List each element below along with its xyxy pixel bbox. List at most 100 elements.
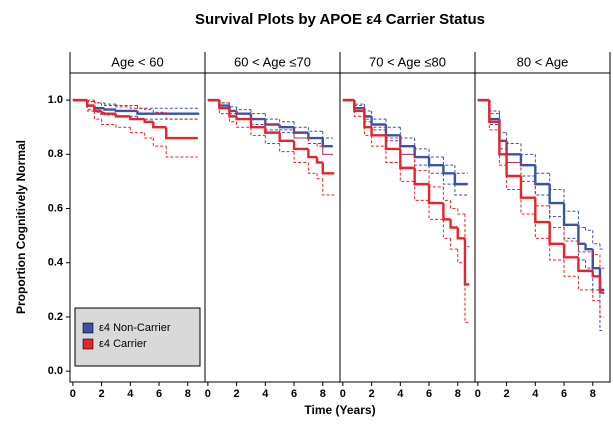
survival-step bbox=[249, 113, 266, 121]
x-tick-label: 4 bbox=[262, 388, 269, 400]
y-axis-label: Proportion Cognitively Normal bbox=[14, 140, 28, 314]
ci-step bbox=[428, 165, 444, 174]
ci-step bbox=[371, 135, 386, 147]
x-tick-label: 0 bbox=[205, 388, 211, 400]
ci-step bbox=[488, 100, 500, 131]
panel-title: 70 < Age ≤80 bbox=[369, 54, 446, 69]
survival-step bbox=[249, 119, 266, 129]
ci-step bbox=[442, 186, 451, 201]
ci-step bbox=[385, 119, 401, 128]
ci-step bbox=[115, 104, 138, 107]
ci-step bbox=[103, 102, 116, 105]
survival-step bbox=[399, 148, 415, 170]
ci-step bbox=[279, 124, 295, 131]
ci-step bbox=[293, 129, 309, 139]
survival-step bbox=[264, 119, 280, 126]
ci-step bbox=[506, 140, 521, 163]
ci-step bbox=[101, 102, 116, 107]
survival-step bbox=[534, 165, 550, 186]
ci-step bbox=[307, 138, 318, 144]
ci-step bbox=[293, 151, 309, 163]
ci-step bbox=[454, 165, 468, 174]
ci-step bbox=[137, 105, 200, 109]
ci-step bbox=[520, 162, 536, 182]
ci-step bbox=[414, 181, 430, 201]
ci-step bbox=[563, 189, 579, 212]
x-tick-label: 0 bbox=[70, 388, 76, 400]
ci-step bbox=[307, 162, 318, 174]
ci-step bbox=[414, 138, 430, 150]
survival-step bbox=[292, 140, 309, 151]
survival-step bbox=[353, 100, 365, 113]
survival-step bbox=[278, 132, 295, 142]
survival-step bbox=[235, 116, 251, 121]
survival-step bbox=[584, 243, 593, 251]
ci-step bbox=[152, 109, 167, 113]
survival-step bbox=[399, 135, 415, 148]
ci-step bbox=[322, 146, 335, 155]
survival-step bbox=[384, 135, 401, 151]
ci-step bbox=[457, 208, 465, 215]
legend-label: ε4 Carrier bbox=[99, 338, 147, 350]
survival-step bbox=[413, 146, 430, 159]
ci-step bbox=[563, 260, 579, 277]
survival-step bbox=[591, 249, 600, 270]
survival-step bbox=[591, 270, 600, 278]
survival-step bbox=[442, 203, 451, 221]
ci-step bbox=[101, 119, 116, 125]
y-tick-label: 0.6 bbox=[48, 202, 63, 214]
ci-step bbox=[144, 108, 154, 111]
survival-step bbox=[449, 219, 458, 229]
ci-step bbox=[399, 127, 415, 139]
survival-step bbox=[548, 184, 565, 205]
survival-step bbox=[307, 132, 323, 140]
figure-title: Survival Plots by APOE ε4 Carrier Status bbox=[195, 11, 485, 28]
legend-swatch bbox=[82, 338, 94, 350]
survival-step bbox=[577, 257, 593, 273]
ci-step bbox=[371, 119, 386, 128]
ci-step bbox=[165, 146, 198, 158]
ci-step bbox=[442, 173, 455, 185]
ci-step bbox=[585, 260, 593, 269]
panel-title: 80 < Age bbox=[517, 54, 569, 69]
panel-title: Age < 60 bbox=[111, 54, 163, 69]
ci-step bbox=[152, 138, 167, 147]
ci-step bbox=[428, 200, 444, 220]
ci-step bbox=[218, 100, 230, 115]
legend-label: ε4 Non-Carrier bbox=[99, 322, 171, 334]
survival-step bbox=[519, 154, 536, 167]
ci-step bbox=[399, 162, 415, 182]
survival-step bbox=[114, 109, 138, 113]
survival-step bbox=[427, 184, 444, 205]
panel-title: 60 < Age ≤70 bbox=[234, 54, 311, 69]
survival-step bbox=[442, 165, 455, 175]
x-tick-label: 4 bbox=[532, 388, 539, 400]
ci-step bbox=[488, 100, 500, 125]
survival-step bbox=[370, 127, 386, 137]
ci-step bbox=[228, 102, 237, 112]
y-tick-label: 1.0 bbox=[48, 94, 63, 106]
survival-step bbox=[505, 154, 521, 178]
x-tick-label: 2 bbox=[369, 388, 375, 400]
survival-step bbox=[321, 138, 333, 148]
ci-step bbox=[316, 143, 323, 147]
survival-step bbox=[228, 108, 237, 118]
ci-step bbox=[385, 146, 401, 163]
survival-step bbox=[143, 119, 154, 123]
ci-step bbox=[563, 216, 579, 239]
x-tick-label: 8 bbox=[455, 388, 461, 400]
x-tick-label: 2 bbox=[234, 388, 240, 400]
survival-step bbox=[165, 127, 198, 140]
x-tick-label: 4 bbox=[127, 388, 134, 400]
ci-step bbox=[353, 100, 365, 105]
survival-step bbox=[505, 140, 521, 156]
survival-step bbox=[103, 108, 116, 111]
survival-step bbox=[456, 227, 465, 240]
ci-step bbox=[506, 165, 521, 191]
survival-step bbox=[93, 105, 102, 113]
ci-step bbox=[322, 178, 335, 196]
x-tick-label: 0 bbox=[475, 388, 481, 400]
ci-step bbox=[353, 100, 365, 107]
survival-step bbox=[498, 121, 507, 156]
ci-step bbox=[577, 276, 593, 291]
